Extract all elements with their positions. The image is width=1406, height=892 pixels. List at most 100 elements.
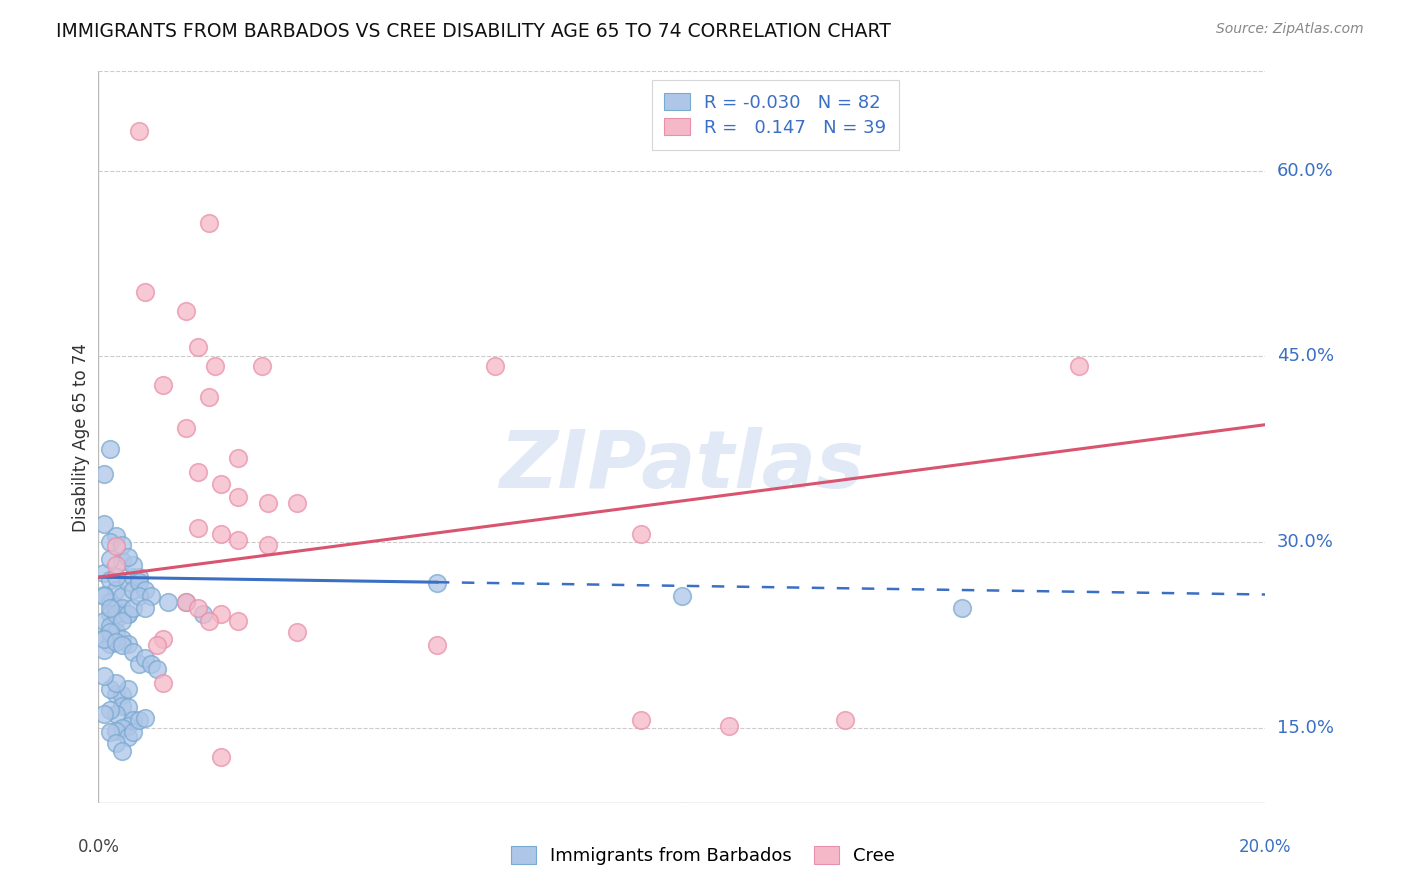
Point (193, 607, 215, 622)
Point (152, 378, 174, 392)
Point (174, 421, 197, 435)
Point (717, 719, 740, 733)
Point (484, 359, 506, 374)
Point (111, 589, 134, 603)
Text: 15.0%: 15.0% (1277, 720, 1334, 738)
Point (174, 595, 197, 609)
Point (174, 303, 197, 318)
Point (111, 538, 134, 552)
Point (93, 614, 115, 628)
Text: 30.0%: 30.0% (1277, 533, 1334, 551)
Point (122, 725, 145, 739)
Point (98, 725, 121, 739)
Point (98, 535, 121, 549)
Point (128, 657, 150, 671)
Point (93, 643, 115, 657)
Point (104, 723, 127, 738)
Point (187, 465, 209, 479)
Point (1067, 359, 1090, 374)
Point (111, 744, 134, 758)
Y-axis label: Disability Age 65 to 74: Disability Age 65 to 74 (72, 343, 90, 532)
Point (671, 589, 693, 603)
Point (111, 688, 134, 702)
Point (104, 529, 127, 543)
Point (104, 599, 127, 614)
Point (134, 650, 156, 665)
Point (174, 595, 197, 609)
Point (117, 550, 139, 565)
Point (122, 558, 145, 572)
Point (630, 526, 652, 541)
Point (117, 681, 139, 696)
Point (139, 657, 162, 671)
Point (198, 614, 221, 628)
Point (256, 538, 278, 552)
Point (98, 624, 121, 639)
Point (187, 340, 209, 354)
Point (104, 539, 127, 553)
Point (93, 566, 115, 581)
Legend: Immigrants from Barbados, Cree: Immigrants from Barbados, Cree (502, 838, 904, 874)
Point (111, 722, 134, 736)
Point (152, 675, 174, 690)
Point (93, 669, 115, 683)
Point (98, 573, 121, 587)
Point (98, 551, 121, 566)
Text: 0.0%: 0.0% (77, 838, 120, 855)
Point (134, 711, 156, 725)
Text: Source: ZipAtlas.com: Source: ZipAtlas.com (1216, 22, 1364, 37)
Point (122, 582, 145, 597)
Point (187, 520, 209, 534)
Point (134, 582, 156, 597)
Text: 45.0%: 45.0% (1277, 348, 1334, 366)
Text: 20.0%: 20.0% (1239, 838, 1292, 855)
Point (198, 216, 221, 230)
Point (117, 730, 139, 744)
Point (111, 638, 134, 652)
Point (104, 634, 127, 648)
Point (98, 442, 121, 457)
Point (93, 631, 115, 645)
Point (426, 638, 449, 652)
Point (117, 607, 139, 622)
Point (117, 575, 139, 590)
Point (122, 644, 145, 658)
Point (630, 713, 652, 727)
Point (98, 607, 121, 622)
Point (104, 687, 127, 701)
Point (104, 570, 127, 584)
Point (117, 637, 139, 651)
Point (111, 632, 134, 647)
Legend: R = -0.030   N = 82, R =   0.147   N = 39: R = -0.030 N = 82, R = 0.147 N = 39 (652, 80, 898, 150)
Point (209, 750, 232, 764)
Point (134, 285, 156, 299)
Point (128, 589, 150, 603)
Text: IMMIGRANTS FROM BARBADOS VS CREE DISABILITY AGE 65 TO 74 CORRELATION CHART: IMMIGRANTS FROM BARBADOS VS CREE DISABIL… (56, 22, 891, 41)
Point (228, 490, 250, 504)
Point (104, 675, 127, 690)
Point (228, 451, 250, 466)
Point (111, 554, 134, 568)
Point (146, 662, 169, 676)
Point (204, 359, 226, 374)
Point (93, 588, 115, 602)
Point (117, 719, 139, 733)
Point (128, 713, 150, 727)
Point (228, 614, 250, 628)
Text: 60.0%: 60.0% (1277, 161, 1334, 179)
Point (104, 582, 127, 597)
Point (250, 359, 273, 374)
Point (93, 467, 115, 482)
Point (93, 516, 115, 531)
Point (104, 607, 127, 622)
Point (98, 681, 121, 696)
Point (104, 558, 127, 572)
Point (98, 637, 121, 651)
Point (111, 601, 134, 615)
Point (285, 624, 308, 639)
Point (198, 391, 221, 405)
Point (228, 533, 250, 547)
Point (93, 589, 115, 603)
Point (146, 638, 169, 652)
Point (209, 607, 232, 622)
